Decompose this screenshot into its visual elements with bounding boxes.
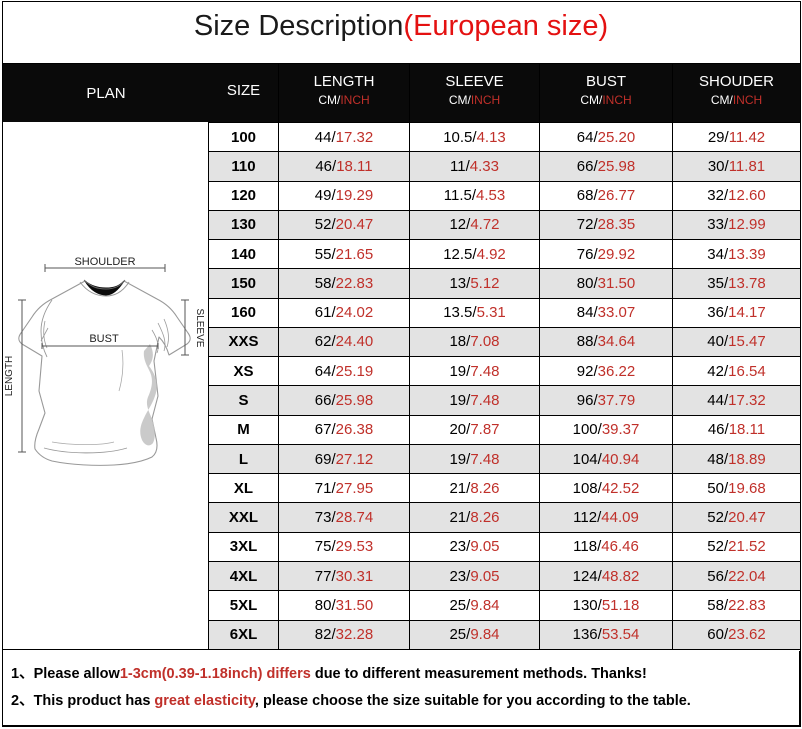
svg-text:LENGTH: LENGTH <box>4 356 15 397</box>
svg-text:SLEEVE: SLEEVE <box>194 309 205 348</box>
svg-text:SHOULDER: SHOULDER <box>74 256 135 268</box>
svg-text:BUST: BUST <box>89 333 119 345</box>
